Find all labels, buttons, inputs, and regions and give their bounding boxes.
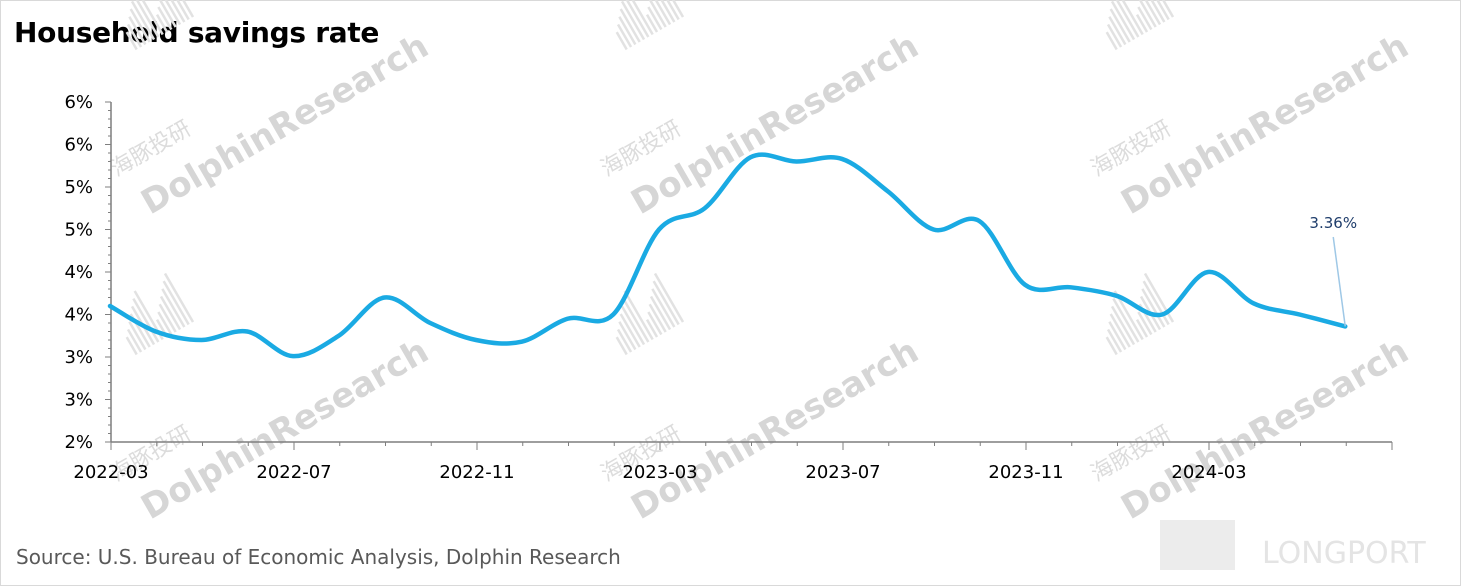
y-tick-label: 3% [64,390,93,411]
x-tick-label: 2023-07 [805,462,880,483]
y-tick-label: 4% [64,262,93,283]
y-axis-ticks: 2% 3% 3% 4% 4% 5% 5% 6% 6% [64,92,93,453]
y-tick-label: 5% [64,220,93,241]
callout-label: 3.36% [1309,214,1357,232]
x-tick-label: 2023-11 [988,462,1063,483]
chart-title: Household savings rate [14,16,380,49]
x-tick-label: 2024-03 [1171,462,1246,483]
source-note: Source: U.S. Bureau of Economic Analysis… [16,545,621,569]
y-tick-label: 2% [64,432,93,453]
annotation-layer: 3.36% [1309,214,1357,327]
y-tick-label: 5% [64,177,93,198]
y-tick-label: 3% [64,347,93,368]
x-tick-label: 2022-03 [73,462,148,483]
x-tick-label: 2023-03 [622,462,697,483]
x-tick-label: 2022-07 [256,462,331,483]
x-axis-ticks: 2022-03 2022-07 2022-11 2023-03 2023-07 2023-… [73,462,1246,483]
longport-logo: LONGPORT [1160,520,1426,571]
callout-leader [1332,236,1346,327]
series-layer [107,152,1348,359]
y-tick-label: 6% [64,135,93,156]
y-tick-label: 4% [64,305,93,326]
chart-axes [105,101,1393,450]
y-tick-label: 6% [64,92,93,113]
x-tick-label: 2022-11 [439,462,514,483]
series-line [107,152,1348,359]
logo-text: LONGPORT [1262,536,1426,571]
